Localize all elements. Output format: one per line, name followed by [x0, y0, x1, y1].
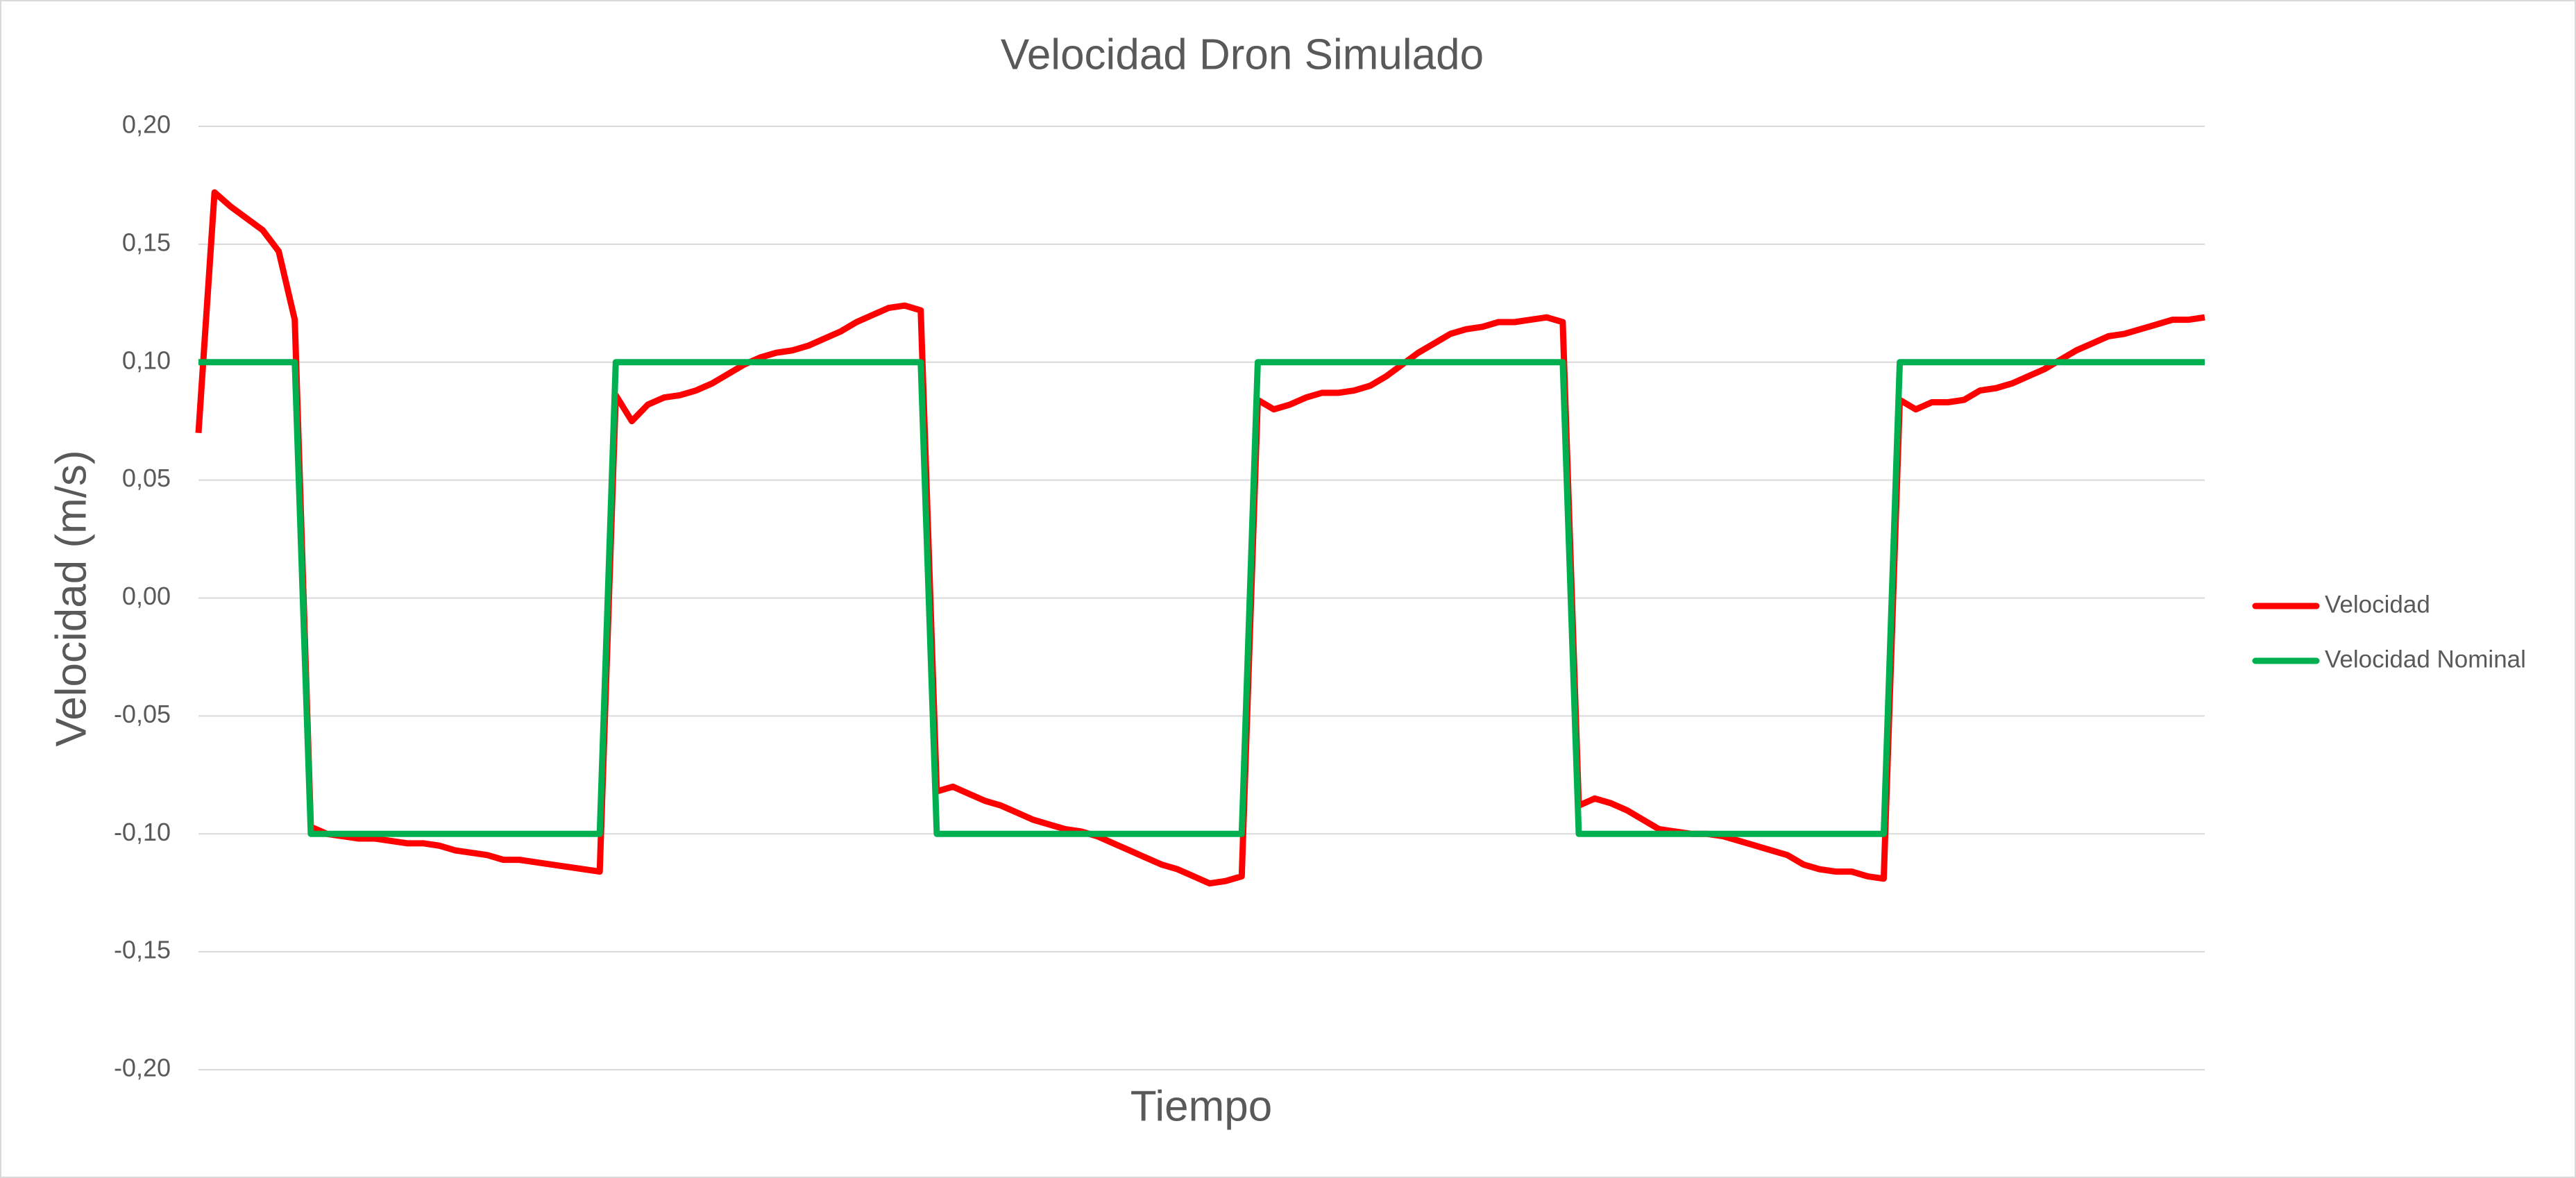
y-tick-label: 0,05: [122, 464, 171, 492]
chart-title: Velocidad Dron Simulado: [1001, 31, 1484, 78]
y-tick-label: -0,10: [114, 818, 171, 846]
legend-label: Velocidad: [2325, 591, 2430, 618]
y-tick-label: 0,20: [122, 110, 171, 139]
y-tick-label: -0,15: [114, 936, 171, 964]
y-tick-label: -0,05: [114, 700, 171, 728]
series-line: [198, 359, 2205, 837]
x-axis-label: Tiempo: [1130, 1082, 1272, 1130]
series-line: [195, 189, 2205, 887]
y-tick-label: -0,20: [114, 1054, 171, 1082]
y-axis-label: Velocidad (m/s): [47, 450, 95, 746]
y-tick-label: 0,00: [122, 582, 171, 610]
legend-label: Velocidad Nominal: [2325, 646, 2526, 673]
y-tick-label: 0,10: [122, 346, 171, 374]
y-tick-label: 0,15: [122, 228, 171, 256]
